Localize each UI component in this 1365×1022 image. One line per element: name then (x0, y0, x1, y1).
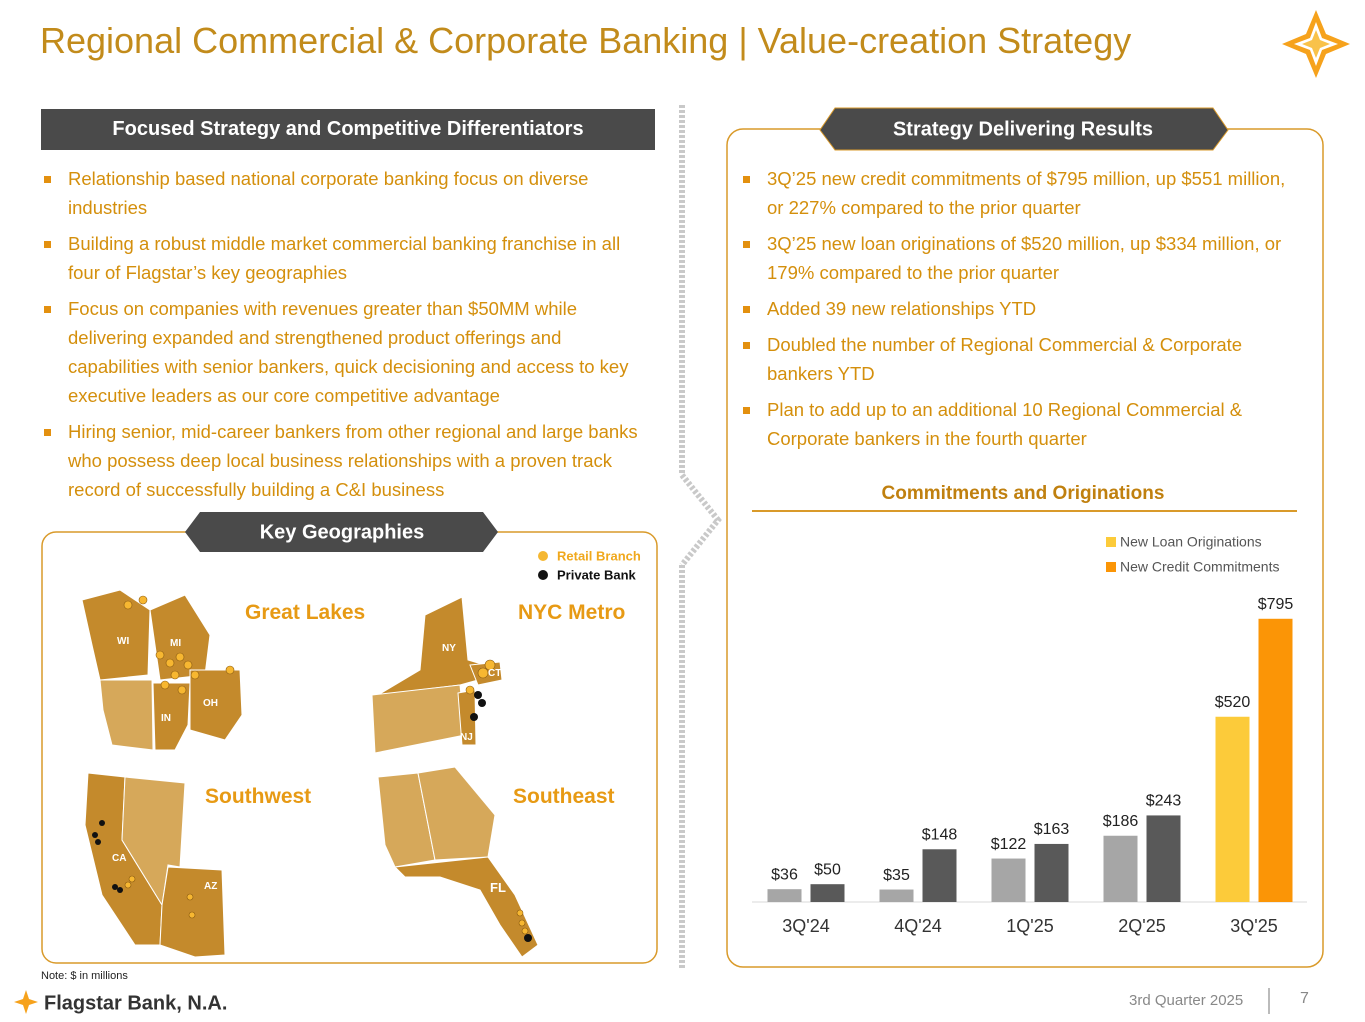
chart-title: Commitments and Originations (882, 483, 1165, 504)
bullet: Building a robust middle market commerci… (41, 229, 641, 287)
geographies-panel: Key Geographies Retail Branch Private Ba… (41, 512, 658, 964)
legend-swatch (1106, 537, 1116, 547)
panel-heading: Key Geographies (260, 521, 425, 543)
divider (679, 105, 722, 970)
footnote: Note: $ in millions (41, 970, 128, 982)
data-label: $148 (922, 826, 958, 843)
state-label: NJ (460, 732, 473, 743)
bar (1215, 716, 1250, 902)
logo-mark (1282, 10, 1350, 78)
legend-label: New Loan Originations (1120, 534, 1262, 550)
x-tick-label: 1Q'25 (1006, 916, 1053, 936)
state-label: MI (170, 638, 181, 649)
bullet: Doubled the number of Regional Commercia… (740, 330, 1300, 388)
state-label: OH (203, 698, 218, 709)
region-label: NYC Metro (518, 601, 625, 624)
bullet-list: 3Q’25 new credit commitments of $795 mil… (740, 164, 1300, 460)
bar (1146, 815, 1181, 902)
results-panel: Strategy Delivering Results Commitments … (726, 107, 1324, 968)
bar (879, 889, 914, 902)
state-label: NY (442, 643, 456, 654)
bullet: Relationship based national corporate ba… (41, 164, 641, 222)
bar (922, 849, 957, 902)
legend-label: Private Bank (557, 567, 637, 582)
legend-label: Retail Branch (557, 548, 641, 563)
data-label: $243 (1146, 793, 1182, 810)
bar (1034, 843, 1069, 902)
state-label: IN (161, 713, 171, 724)
data-label: $186 (1103, 813, 1139, 830)
x-tick-label: 3Q'25 (1230, 916, 1277, 936)
data-label: $35 (883, 867, 910, 884)
data-label: $163 (1034, 821, 1070, 838)
data-label: $36 (771, 866, 798, 883)
data-label: $50 (814, 861, 841, 878)
bar (1103, 835, 1138, 902)
bar (1258, 618, 1293, 902)
state-label: AZ (204, 881, 217, 892)
bar (991, 858, 1026, 902)
slide-title: Regional Commercial & Corporate Banking … (40, 20, 1132, 61)
bullet: Hiring senior, mid-career bankers from o… (41, 417, 641, 504)
region-label: Southeast (513, 785, 615, 808)
legend-label: New Credit Commitments (1120, 559, 1279, 575)
bullet: 3Q’25 new credit commitments of $795 mil… (740, 164, 1300, 222)
bullet: 3Q’25 new loan originations of $520 mill… (740, 229, 1300, 287)
state-label: WI (117, 636, 129, 647)
footer-rule (1268, 988, 1270, 1014)
region-label: Great Lakes (245, 601, 365, 624)
state-label: FL (490, 880, 506, 895)
footer-logo: Flagstar Bank, N.A. (14, 990, 227, 1014)
bullet: Added 39 new relationships YTD (740, 294, 1300, 323)
page-number: 7 (1300, 990, 1309, 1007)
bullet: Focus on companies with revenues greater… (41, 294, 641, 410)
section-heading: Focused Strategy and Competitive Differe… (41, 109, 655, 150)
data-label: $122 (991, 836, 1027, 853)
x-tick-label: 3Q'24 (782, 916, 829, 936)
state-label: CT (488, 668, 501, 679)
data-label: $795 (1258, 596, 1294, 613)
region-label: Southwest (205, 785, 311, 808)
state-label: CA (112, 853, 126, 864)
bullet-list: Relationship based national corporate ba… (41, 164, 641, 511)
bar (767, 889, 802, 902)
data-label: $520 (1215, 694, 1251, 711)
footer-period: 3rd Quarter 2025 (1129, 992, 1244, 1009)
legend-swatch (1106, 562, 1116, 572)
company-name: Flagstar Bank, N.A. (44, 992, 227, 1014)
x-tick-label: 2Q'25 (1118, 916, 1165, 936)
bullet: Plan to add up to an additional 10 Regio… (740, 395, 1300, 453)
bar (810, 884, 845, 902)
panel-heading: Strategy Delivering Results (893, 118, 1153, 140)
x-tick-label: 4Q'24 (894, 916, 941, 936)
